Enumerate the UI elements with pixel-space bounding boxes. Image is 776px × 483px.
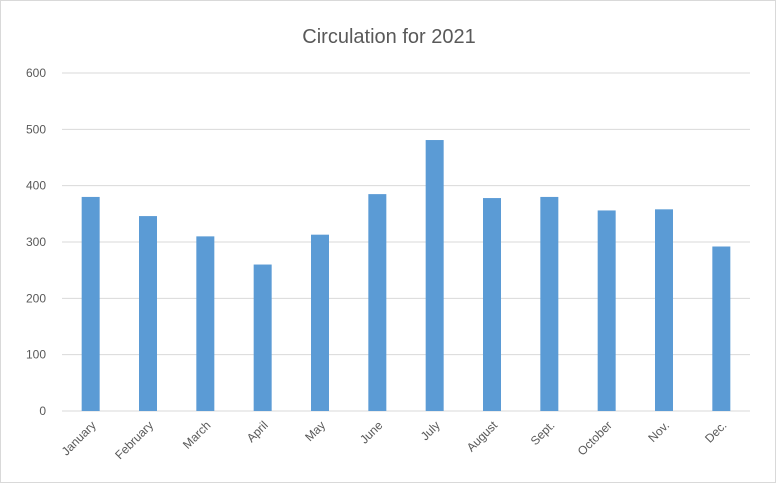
bar [655,209,673,411]
x-tick-label: Nov. [645,418,672,445]
y-tick-label: 200 [26,291,46,305]
x-tick-label: February [112,418,156,462]
bar [196,236,215,411]
x-tick-label: January [59,418,99,458]
x-tick-label: April [244,418,271,445]
y-tick-label: 100 [26,348,46,362]
x-tick-label: May [302,418,328,444]
x-tick-label: March [180,418,213,451]
x-tick-label: August [464,418,501,455]
bar [712,246,731,411]
chart-title: Circulation for 2021 [302,26,476,48]
bar [425,140,444,411]
bar [597,210,616,411]
y-tick-label: 0 [39,404,46,418]
bar [253,264,272,411]
bar [540,196,559,411]
x-tick-label: Dec. [702,418,729,445]
x-tick-label: Sept. [528,418,558,448]
bar [139,216,157,411]
bar [81,196,100,411]
bar [311,234,329,411]
bar [368,194,387,411]
bar [483,198,501,411]
y-tick-label: 400 [26,179,46,193]
y-tick-label: 600 [26,66,46,80]
x-tick-label: June [357,418,386,447]
y-tick-label: 300 [26,235,46,249]
x-tick-label: July [418,418,443,443]
x-tick-label: October [575,418,615,458]
y-tick-label: 500 [26,122,46,136]
